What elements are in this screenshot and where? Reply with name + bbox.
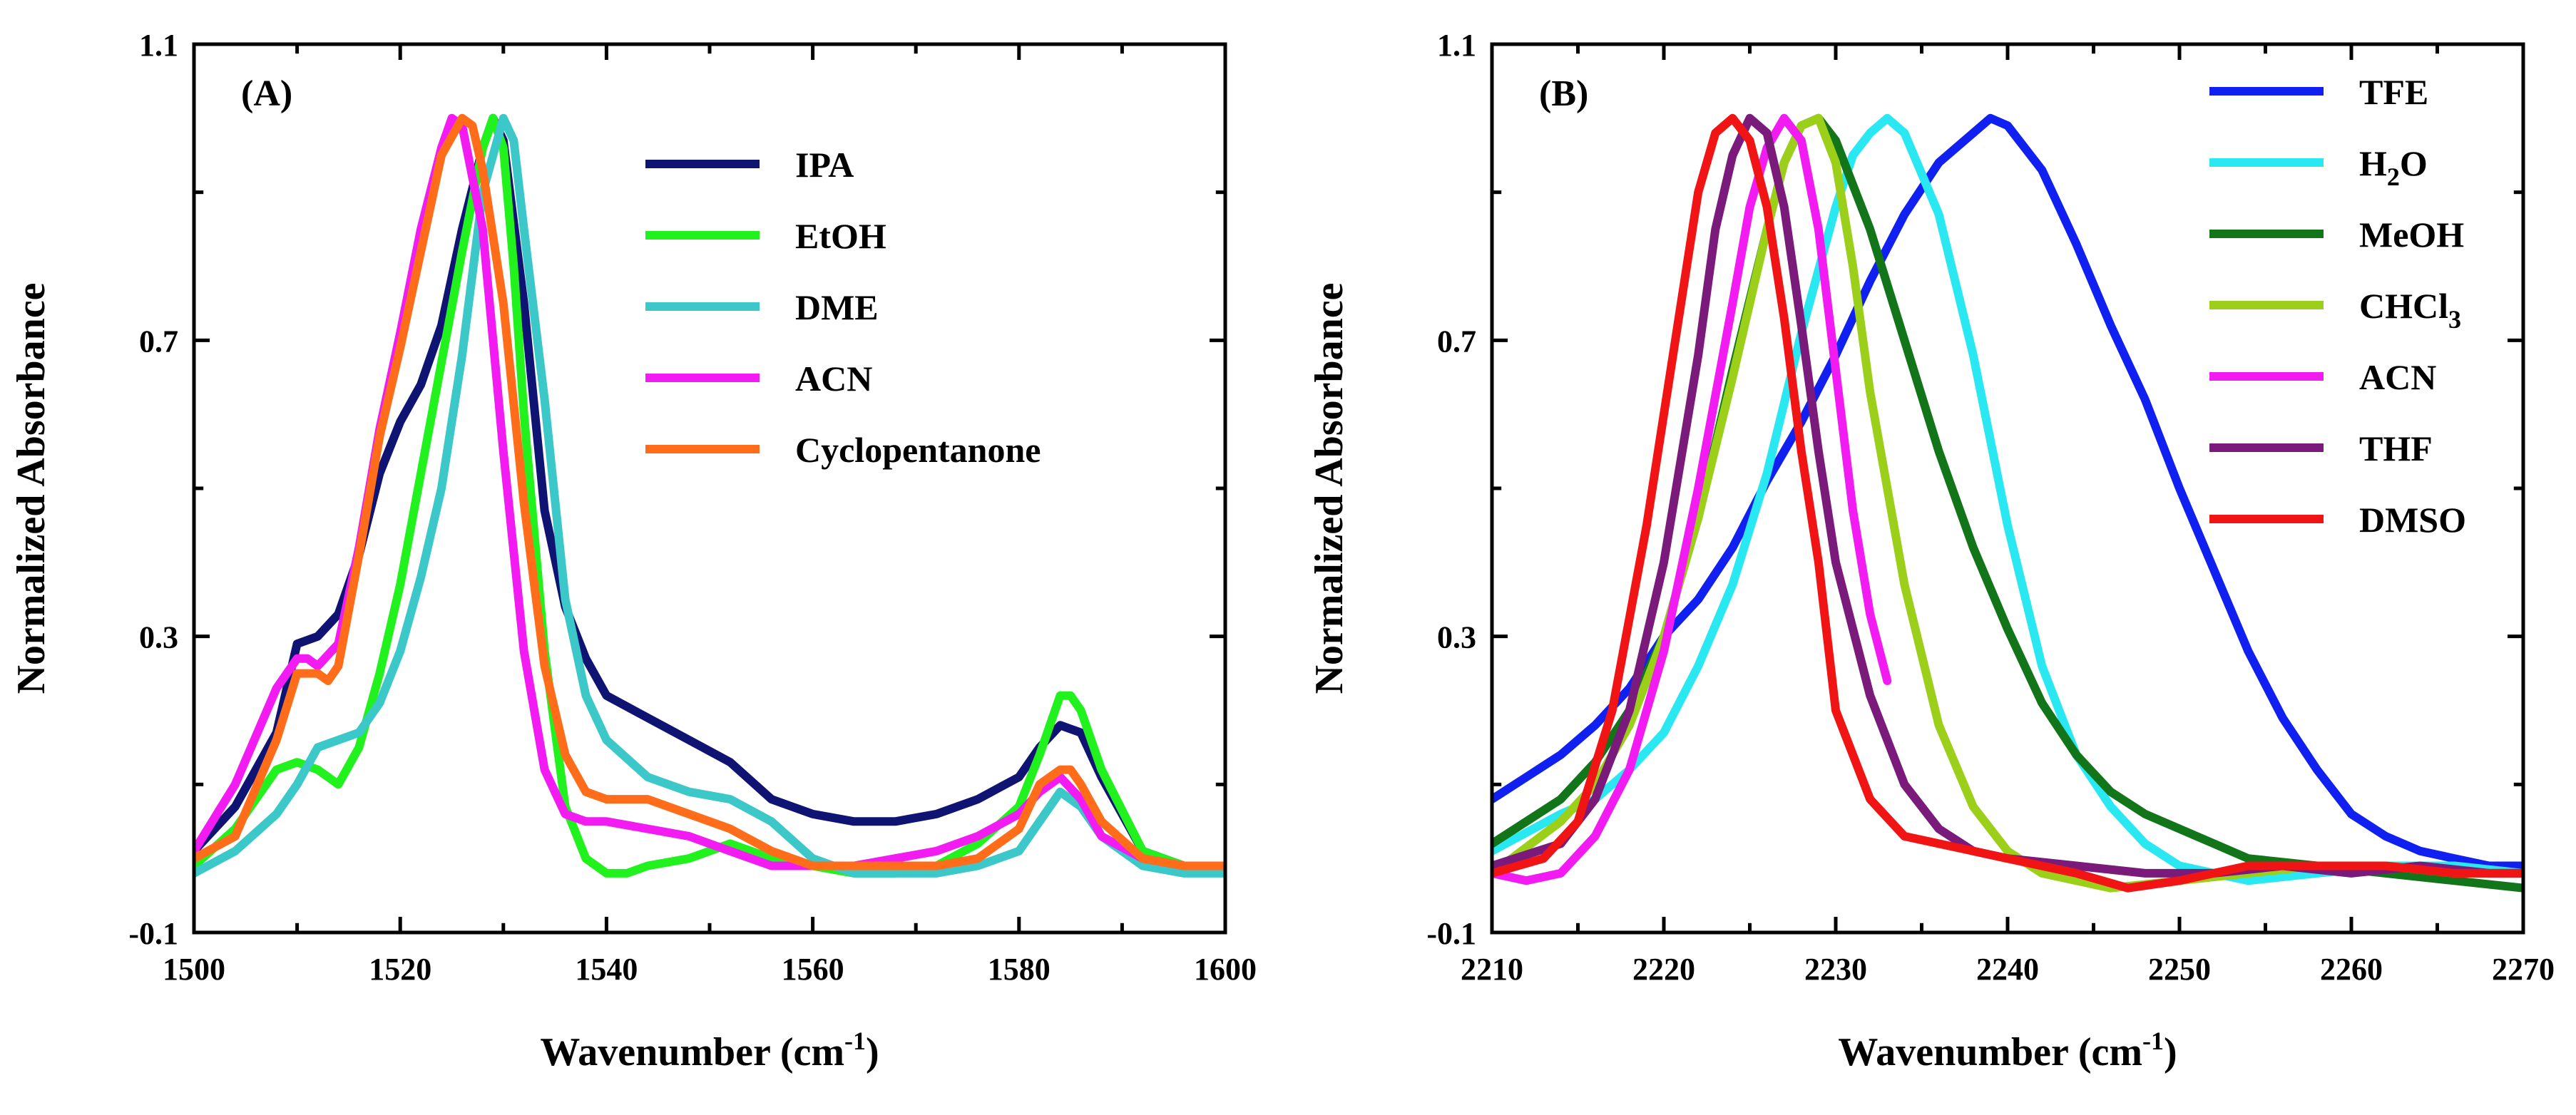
x-tick-label: 1580 — [988, 952, 1051, 987]
legend-label-text: DME — [795, 287, 879, 327]
x-tick-label: 1500 — [163, 952, 225, 987]
chart-panel-b: 2210 2220 2230 2240 2250 2260 2270 -0.1 0.3 0.7 1.… — [1307, 28, 2555, 1074]
legend-label-text: THF — [2359, 428, 2433, 468]
legend-item: TFE — [2209, 72, 2428, 112]
series-line-dme — [194, 113, 1225, 878]
legend-label-text: H — [2359, 143, 2387, 183]
y-axis-title: Normalized Absorbance — [9, 282, 53, 694]
panel-label: (B) — [1539, 73, 1588, 114]
legend-label: DME — [795, 287, 879, 327]
legend-label-text: Cyclopentanone — [795, 430, 1041, 470]
legend-label-text: ACN — [795, 359, 872, 399]
legend-item: DME — [645, 287, 879, 327]
y-tick-label: 1.1 — [1437, 28, 1476, 63]
x-axis-title: Wavenumber (cm-1) — [540, 1027, 879, 1074]
legend-label-text: DMSO — [2359, 500, 2466, 540]
legend-item: ACN — [2209, 357, 2436, 397]
series-line-cyclopentanone — [194, 113, 1225, 870]
legend: TFE H2O MeOH CHCl3 ACN THF DMSO — [2209, 72, 2466, 540]
series-line-dmso — [1492, 113, 2523, 893]
y-tick-label: 0.7 — [1437, 324, 1476, 359]
x-tick-label: 1600 — [1194, 952, 1257, 987]
series-group — [1492, 113, 2523, 893]
legend-label: H2O — [2359, 143, 2428, 191]
legend-label-sub: 2 — [2387, 163, 2400, 191]
legend-item: DMSO — [2209, 500, 2466, 540]
legend-label: MeOH — [2359, 215, 2464, 255]
x-axis-title-text: Wavenumber (cm — [540, 1030, 844, 1074]
x-axis-title-sup: -1 — [844, 1027, 866, 1055]
legend-label: EtOH — [795, 216, 886, 256]
x-axis-title-text: Wavenumber (cm — [1838, 1030, 2142, 1074]
y-tick-label: 0.3 — [1437, 620, 1476, 655]
x-tick-label: 1520 — [369, 952, 431, 987]
legend-label: ACN — [2359, 357, 2436, 397]
legend-label: ACN — [795, 359, 872, 399]
legend-item: CHCl3 — [2209, 286, 2461, 334]
legend-label: DMSO — [2359, 500, 2466, 540]
legend-label: TFE — [2359, 72, 2428, 112]
legend: IPA EtOH DME ACN Cyclopentanone — [645, 145, 1041, 470]
series-group — [194, 113, 1225, 878]
y-tick-label: 0.7 — [139, 324, 178, 359]
panel-label: (A) — [241, 73, 292, 114]
legend-item: THF — [2209, 428, 2433, 468]
legend-item: H2O — [2209, 143, 2428, 191]
x-axis-title-close: ) — [866, 1030, 879, 1074]
x-tick-label: 2250 — [2148, 952, 2211, 987]
legend-label-text: EtOH — [795, 216, 886, 256]
legend-label-sub: 3 — [2448, 305, 2461, 334]
x-tick-label: 2210 — [1461, 952, 1523, 987]
legend-item: MeOH — [2209, 215, 2464, 255]
legend-label: Cyclopentanone — [795, 430, 1041, 470]
legend-item: EtOH — [645, 216, 886, 256]
x-axis-title-sup: -1 — [2142, 1027, 2164, 1055]
x-tick-label: 2220 — [1632, 952, 1695, 987]
y-tick-label: -0.1 — [128, 916, 178, 951]
x-tick-label: 2260 — [2320, 952, 2383, 987]
x-tick-label: 2230 — [1804, 952, 1867, 987]
legend-label: IPA — [795, 145, 854, 185]
legend-item: IPA — [645, 145, 854, 185]
legend-label-text: ACN — [2359, 357, 2436, 397]
x-axis-title: Wavenumber (cm-1) — [1838, 1027, 2177, 1074]
legend-label-text: TFE — [2359, 72, 2428, 112]
legend-label: THF — [2359, 428, 2433, 468]
x-tick-label: 1560 — [782, 952, 844, 987]
x-tick-label: 2240 — [1976, 952, 2039, 987]
x-tick-label: 2270 — [2492, 952, 2555, 987]
legend-item: ACN — [645, 359, 872, 399]
y-tick-label: -0.1 — [1426, 916, 1476, 951]
legend-label-text: MeOH — [2359, 215, 2464, 255]
y-tick-label: 0.3 — [139, 620, 178, 655]
legend-item: Cyclopentanone — [645, 430, 1041, 470]
x-axis-title-close: ) — [2164, 1030, 2177, 1074]
legend-label: CHCl3 — [2359, 286, 2461, 334]
chart-panel-a: 1500 1520 1540 1560 1580 1600 -0.1 0.3 0.7 1.1 Wav… — [9, 28, 1257, 1074]
legend-label-text: IPA — [795, 145, 854, 185]
series-line-acn — [1492, 113, 1892, 885]
y-tick-label: 1.1 — [139, 28, 178, 63]
y-axis-title: Normalized Absorbance — [1307, 282, 1351, 694]
legend-label-tail: O — [2400, 143, 2428, 183]
legend-label-text: CHCl — [2359, 286, 2448, 326]
x-tick-label: 1540 — [575, 952, 638, 987]
